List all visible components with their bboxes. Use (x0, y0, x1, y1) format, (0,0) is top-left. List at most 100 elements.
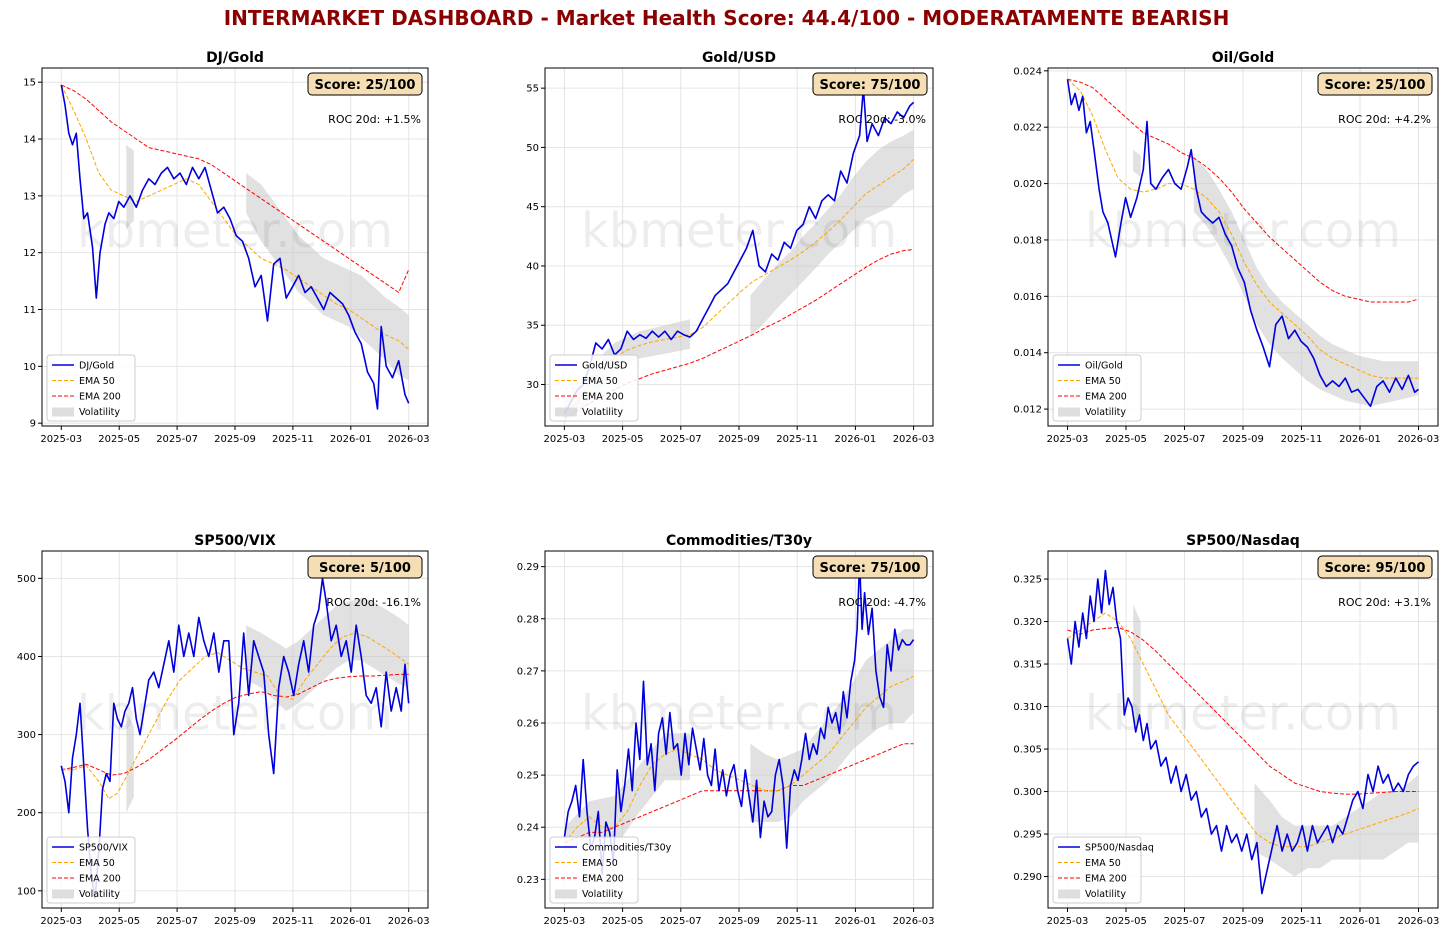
score-text: Score: 25/100 (1325, 78, 1426, 93)
ema200-line (1067, 627, 1419, 795)
y-tick-label: 0.29 (517, 562, 539, 573)
legend-label: EMA 50 (1085, 858, 1121, 869)
y-tick-label: 0.018 (1013, 235, 1042, 246)
legend-label: Oil/Gold (1085, 361, 1123, 372)
legend-label: SP500/VIX (79, 843, 128, 854)
x-tick-label: 2025-09 (1222, 434, 1264, 445)
y-tick-label: 0.320 (1013, 617, 1042, 628)
y-tick-label: 12 (23, 248, 36, 259)
legend-swatch (555, 407, 577, 417)
x-tick-label: 2025-09 (718, 916, 760, 927)
x-tick-label: 2025-07 (1164, 434, 1206, 445)
legend-box (549, 354, 639, 422)
score-text: Score: 5/100 (319, 561, 411, 576)
legend-label: EMA 200 (79, 874, 121, 885)
x-tick-label: 2025-03 (544, 916, 586, 927)
chart-title: Gold/USD (702, 50, 776, 66)
price-line (563, 560, 915, 875)
plot-area: kbmeter.com (563, 87, 915, 423)
legend-swatch (555, 889, 577, 899)
chart-title: SP500/Nasdaq (1186, 533, 1300, 549)
legend-label: EMA 50 (582, 376, 618, 387)
legend-box (46, 354, 136, 422)
x-tick-label: 2025-07 (660, 434, 702, 445)
legend-label: Volatility (1085, 889, 1126, 900)
x-tick-label: 2026-03 (893, 434, 935, 445)
legend-swatch (52, 407, 74, 417)
y-tick-label: 55 (526, 84, 539, 95)
chart-title: DJ/Gold (206, 50, 264, 66)
roc-text: ROC 20d: +3.1% (1338, 596, 1431, 609)
y-tick-label: 200 (17, 808, 36, 819)
score-text: Score: 75/100 (820, 78, 921, 93)
x-tick-label: 2026-01 (1339, 434, 1381, 445)
roc-text: ROC 20d: +4.2% (1338, 113, 1431, 126)
roc-text: ROC 20d: -3.0% (838, 113, 926, 126)
legend-label: Volatility (79, 407, 120, 418)
chart-title: Oil/Gold (1212, 50, 1275, 66)
legend-label: Commodities/T30y (582, 843, 672, 854)
score-text: Score: 75/100 (820, 561, 921, 576)
x-tick-label: 2025-05 (98, 916, 140, 927)
price-line (60, 84, 410, 410)
x-tick-label: 2026-03 (388, 434, 430, 445)
legend-label: EMA 50 (79, 858, 115, 869)
y-tick-label: 0.315 (1013, 660, 1042, 671)
score-badge (1317, 555, 1433, 579)
chart-title: SP500/VIX (194, 533, 276, 549)
chart-panel: kbmeter.com 0.23 0.24 0.25 0.26 0.27 0.28 0.29 2… (517, 533, 935, 927)
plot-area: kbmeter.com (1066, 78, 1419, 408)
x-tick-label: 2026-01 (835, 916, 877, 927)
x-tick-label: 2025-07 (660, 916, 702, 927)
x-tick-label: 2025-09 (214, 434, 256, 445)
x-tick-label: 2025-11 (1281, 434, 1323, 445)
x-tick-label: 2025-11 (776, 916, 818, 927)
volatility-band (564, 319, 690, 423)
score-text: Score: 25/100 (315, 78, 416, 93)
legend-swatch (1058, 889, 1080, 899)
plot-area: kbmeter.com (60, 577, 410, 900)
chart-panel: kbmeter.com 0.012 0.014 0.016 0.018 0.020 0.02… (1013, 50, 1439, 445)
y-tick-label: 9 (30, 419, 36, 430)
chart-panel: kbmeter.com 0.290 0.295 0.300 0.305 0.310 0.31… (1013, 533, 1439, 927)
legend-label: EMA 50 (582, 858, 618, 869)
legend-label: EMA 200 (1085, 874, 1127, 885)
watermark: kbmeter.com (581, 203, 897, 259)
legend-label: EMA 200 (1085, 392, 1127, 403)
x-tick-label: 2026-03 (1398, 434, 1440, 445)
legend-label: EMA 200 (79, 392, 121, 403)
y-tick-label: 0.014 (1013, 348, 1042, 359)
ema50-line (1067, 612, 1419, 848)
x-tick-label: 2025-03 (544, 434, 586, 445)
x-tick-label: 2025-09 (1222, 916, 1264, 927)
volatility-band (1133, 149, 1141, 177)
y-tick-label: 0.020 (1013, 179, 1042, 190)
x-tick-label: 2025-09 (214, 916, 256, 927)
score-text: Score: 95/100 (1325, 561, 1426, 576)
y-tick-label: 0.300 (1013, 787, 1042, 798)
y-tick-label: 0.25 (517, 771, 539, 782)
x-tick-label: 2026-03 (1398, 916, 1440, 927)
volatility-band (246, 173, 409, 381)
score-badge (307, 555, 423, 579)
x-tick-label: 2025-07 (156, 916, 198, 927)
y-tick-label: 10 (23, 362, 36, 373)
x-tick-label: 2025-07 (156, 434, 198, 445)
ema50-line (564, 158, 914, 415)
volatility-band (126, 711, 134, 813)
y-tick-label: 0.24 (517, 823, 539, 834)
volatility-band (750, 629, 914, 822)
plot-area: kbmeter.com (60, 84, 410, 410)
legend-box (46, 836, 136, 904)
y-tick-label: 50 (526, 143, 539, 154)
x-tick-label: 2025-03 (1047, 916, 1089, 927)
y-tick-label: 0.325 (1013, 575, 1042, 586)
watermark: kbmeter.com (77, 686, 393, 742)
y-tick-label: 0.024 (1013, 66, 1042, 77)
y-tick-label: 15 (23, 78, 36, 89)
x-tick-label: 2025-05 (1105, 434, 1147, 445)
ema200-line (1067, 78, 1419, 303)
dashboard-title: INTERMARKET DASHBOARD - Market Health Sc… (223, 6, 1230, 30)
x-tick-label: 2025-11 (272, 916, 314, 927)
